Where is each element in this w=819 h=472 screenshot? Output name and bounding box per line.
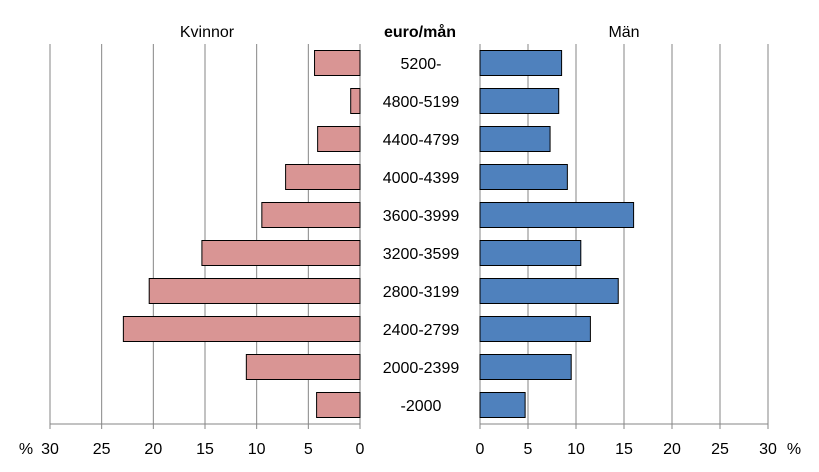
bar-man (479, 240, 582, 266)
bar-kvinnor (261, 202, 361, 228)
bar-man (479, 278, 619, 304)
left-x-tick-label: 5 (304, 441, 313, 458)
category-label: -2000 (401, 398, 442, 415)
bar-man (479, 164, 568, 190)
bar-man (479, 126, 551, 152)
category-label: 4000-4399 (383, 170, 460, 187)
right-x-tick-label: 25 (711, 441, 729, 458)
bar-kvinnor (245, 354, 361, 380)
right-x-unit-label: % (787, 441, 801, 458)
bar-man (479, 316, 591, 342)
bar-kvinnor (285, 164, 361, 190)
bar-kvinnor (316, 392, 361, 418)
left-x-tick-label: 20 (144, 441, 162, 458)
bar-kvinnor (314, 50, 361, 76)
category-label: 4800-5199 (383, 94, 460, 111)
category-label: 2400-2799 (383, 322, 460, 339)
bar-kvinnor (317, 126, 361, 152)
left-panel-title: Kvinnor (180, 24, 235, 41)
bar-man (479, 50, 563, 76)
bar-kvinnor (148, 278, 361, 304)
left-panel (49, 44, 361, 429)
left-x-tick-label: 30 (41, 441, 59, 458)
bar-kvinnor (201, 240, 361, 266)
bar-man (479, 392, 526, 418)
bar-man (479, 88, 560, 114)
category-label: 2000-2399 (383, 360, 460, 377)
category-axis-title: euro/mån (384, 23, 456, 41)
left-x-tick-label: 10 (248, 441, 266, 458)
right-x-tick-label: 30 (759, 441, 777, 458)
right-x-tick-label: 10 (567, 441, 585, 458)
left-x-tick-label: 25 (93, 441, 111, 458)
right-x-tick-label: 5 (524, 441, 533, 458)
left-x-unit-label: % (19, 441, 33, 458)
category-label: 3600-3999 (383, 208, 460, 225)
right-x-tick-label: 15 (615, 441, 633, 458)
left-x-tick-label: 0 (356, 441, 365, 458)
right-x-tick-label: 0 (476, 441, 485, 458)
bar-man (479, 202, 635, 228)
labels: 0 0 5 5 10 10 15 15 20 20 25 25 30 30 5200- 4800-5199 44… (41, 56, 777, 458)
right-bars (479, 50, 635, 418)
category-label: 3200-3599 (383, 246, 460, 263)
bar-kvinnor (350, 88, 361, 114)
category-label: 4400-4799 (383, 132, 460, 149)
right-panel-title: Män (608, 24, 639, 41)
bar-kvinnor (122, 316, 361, 342)
right-x-tick-label: 20 (663, 441, 681, 458)
left-bars (122, 50, 361, 418)
left-x-tick-label: 15 (196, 441, 214, 458)
bar-man (479, 354, 572, 380)
category-label: 2800-3199 (383, 284, 460, 301)
category-label: 5200- (401, 56, 442, 73)
